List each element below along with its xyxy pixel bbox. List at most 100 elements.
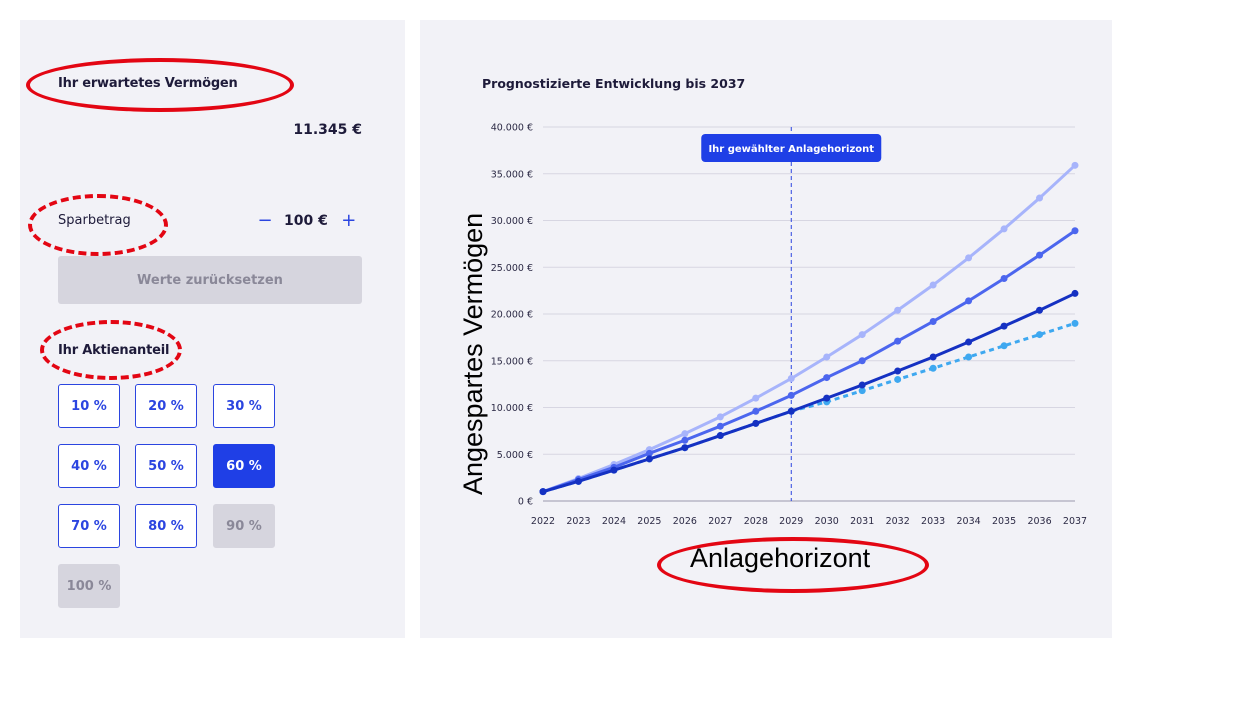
data-point bbox=[787, 407, 795, 415]
x-tick-label: 2026 bbox=[673, 516, 697, 527]
data-point bbox=[965, 254, 973, 262]
stock-share-option-80[interactable]: 80 % bbox=[135, 504, 197, 548]
stock-share-option-10[interactable]: 10 % bbox=[58, 384, 120, 428]
stock-share-option-60-selected[interactable]: 60 % bbox=[213, 444, 275, 488]
horizon-marker-label: Ihr gewählter Anlagehorizont bbox=[708, 144, 874, 155]
data-point bbox=[752, 407, 760, 415]
data-point bbox=[787, 375, 795, 383]
data-point bbox=[716, 413, 724, 421]
reset-values-button[interactable]: Werte zurücksetzen bbox=[58, 256, 362, 304]
data-point bbox=[1071, 227, 1079, 235]
data-point bbox=[1036, 331, 1044, 339]
data-point bbox=[1071, 161, 1079, 169]
annotation-oval-x-axis bbox=[657, 537, 929, 593]
x-tick-label: 2037 bbox=[1063, 516, 1087, 527]
data-point bbox=[1036, 306, 1044, 314]
increase-savings-button[interactable]: + bbox=[341, 210, 357, 231]
data-point bbox=[1036, 194, 1044, 202]
series-line bbox=[542, 229, 1076, 494]
data-point bbox=[965, 297, 973, 305]
data-point bbox=[929, 364, 937, 372]
stock-share-option-90-disabled: 90 % bbox=[213, 504, 275, 548]
data-point bbox=[894, 306, 902, 314]
data-point bbox=[823, 374, 831, 382]
x-tick-label: 2027 bbox=[708, 516, 732, 527]
data-point bbox=[610, 466, 618, 474]
data-point bbox=[894, 337, 902, 345]
series-line bbox=[542, 292, 1076, 494]
savings-amount-stepper: − 100 € + bbox=[256, 210, 358, 231]
data-point bbox=[1036, 251, 1044, 259]
data-point bbox=[1000, 322, 1008, 330]
horizon-marker-badge bbox=[701, 134, 882, 162]
data-point bbox=[645, 449, 653, 457]
data-point bbox=[858, 387, 866, 395]
x-tick-label: 2029 bbox=[779, 516, 803, 527]
data-point bbox=[681, 444, 689, 452]
x-tick-label: 2031 bbox=[850, 516, 874, 527]
data-point bbox=[1000, 274, 1008, 282]
annotation-oval-stock-share bbox=[40, 320, 182, 380]
x-tick-label: 2028 bbox=[744, 516, 768, 527]
data-point bbox=[681, 430, 689, 438]
series-line bbox=[542, 164, 1077, 494]
x-tick-label: 2022 bbox=[531, 516, 555, 527]
x-tick-label: 2036 bbox=[1027, 516, 1051, 527]
data-point bbox=[894, 367, 902, 375]
stock-share-option-70[interactable]: 70 % bbox=[58, 504, 120, 548]
stock-share-option-40[interactable]: 40 % bbox=[58, 444, 120, 488]
y-tick-label: 40.000 € bbox=[491, 123, 533, 134]
stock-share-option-30[interactable]: 30 % bbox=[213, 384, 275, 428]
data-point bbox=[752, 419, 760, 427]
data-point bbox=[787, 391, 795, 399]
data-point bbox=[716, 422, 724, 430]
annotation-oval-wealth bbox=[26, 58, 294, 112]
x-tick-label: 2032 bbox=[886, 516, 910, 527]
x-tick-label: 2030 bbox=[815, 516, 839, 527]
expected-wealth-value: 11.345 € bbox=[293, 122, 362, 138]
data-point bbox=[539, 488, 547, 496]
data-point bbox=[894, 375, 902, 383]
y-tick-label: 20.000 € bbox=[491, 310, 533, 321]
savings-amount-value: 100 € bbox=[284, 212, 328, 229]
x-tick-label: 2025 bbox=[637, 516, 661, 527]
data-point bbox=[1000, 342, 1008, 350]
data-point bbox=[1071, 319, 1079, 327]
y-tick-label: 25.000 € bbox=[491, 263, 533, 274]
x-tick-label: 2033 bbox=[921, 516, 945, 527]
y-tick-label: 10.000 € bbox=[491, 403, 533, 414]
data-point bbox=[858, 331, 866, 339]
data-point bbox=[929, 281, 937, 289]
annotation-oval-savings bbox=[28, 194, 168, 256]
data-point bbox=[752, 394, 760, 402]
data-point bbox=[716, 432, 724, 440]
data-point bbox=[858, 357, 866, 365]
y-tick-label: 30.000 € bbox=[491, 216, 533, 227]
data-point bbox=[1071, 289, 1079, 297]
x-tick-label: 2024 bbox=[602, 516, 626, 527]
x-tick-label: 2023 bbox=[566, 516, 590, 527]
y-tick-label: 0 € bbox=[518, 497, 533, 508]
data-point bbox=[574, 477, 582, 485]
data-point bbox=[965, 353, 973, 361]
y-tick-label: 15.000 € bbox=[491, 356, 533, 367]
stock-share-option-20[interactable]: 20 % bbox=[135, 384, 197, 428]
data-point bbox=[681, 436, 689, 444]
data-point bbox=[929, 317, 937, 325]
data-point bbox=[823, 394, 831, 402]
data-point bbox=[1000, 225, 1008, 233]
stock-share-option-100-disabled: 100 % bbox=[58, 564, 120, 608]
y-tick-label: 5.000 € bbox=[497, 450, 533, 461]
data-point bbox=[823, 353, 831, 361]
decrease-savings-button[interactable]: − bbox=[257, 210, 273, 231]
x-tick-label: 2035 bbox=[992, 516, 1016, 527]
data-point bbox=[858, 381, 866, 389]
y-tick-label: 35.000 € bbox=[491, 169, 533, 180]
data-point bbox=[965, 338, 973, 346]
chart-title: Prognostizierte Entwicklung bis 2037 bbox=[482, 76, 746, 91]
data-point bbox=[645, 455, 653, 463]
stock-share-option-50[interactable]: 50 % bbox=[135, 444, 197, 488]
x-tick-label: 2034 bbox=[957, 516, 981, 527]
data-point bbox=[929, 353, 937, 361]
